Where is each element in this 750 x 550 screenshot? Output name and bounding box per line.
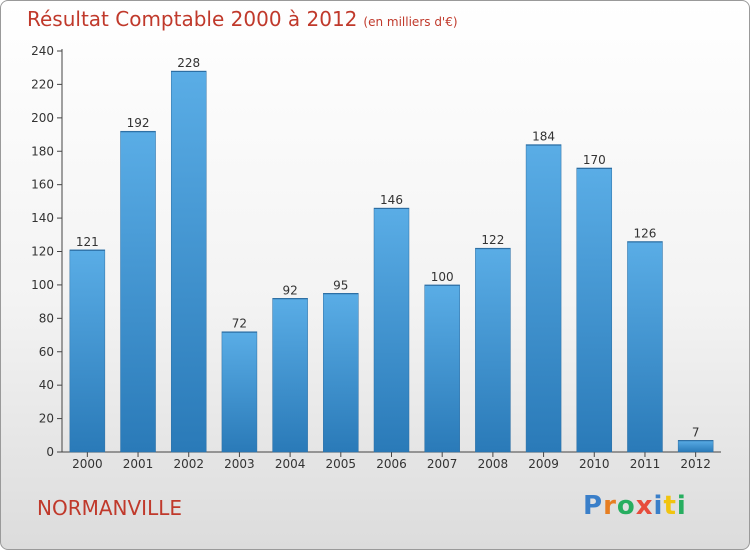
- city-name: NORMANVILLE: [37, 496, 182, 520]
- bar: [627, 241, 663, 453]
- bar: [272, 298, 308, 453]
- bar: [221, 331, 258, 453]
- logo-letter: i: [653, 491, 664, 521]
- logo-letter: i: [676, 491, 687, 521]
- bar: [120, 130, 156, 453]
- y-tick-label: 140: [31, 211, 54, 225]
- data-label: 126: [634, 226, 657, 240]
- x-tick-label: 2002: [173, 457, 204, 471]
- bar: [424, 284, 460, 453]
- x-tick-label: 2007: [427, 457, 458, 471]
- data-label: 92: [282, 283, 297, 297]
- x-tick-label: 2012: [680, 457, 711, 471]
- logo-letter: t: [663, 491, 677, 521]
- axes-group: 0 20 40 60 80 100 120 140 160 180 200 220 240: [31, 44, 721, 459]
- x-tick-label: 2004: [275, 457, 306, 471]
- bar: [576, 167, 613, 453]
- x-tick-label: 2003: [224, 457, 255, 471]
- data-label: 228: [177, 56, 200, 70]
- x-tick-label: 2005: [326, 457, 357, 471]
- y-tick-label: 100: [31, 278, 54, 292]
- bar: [373, 207, 410, 453]
- y-tick-label: 60: [39, 345, 54, 359]
- data-label: 7: [692, 425, 700, 439]
- y-tick-label: 220: [31, 77, 54, 91]
- data-label: 146: [380, 193, 403, 207]
- bar: [525, 144, 562, 453]
- data-label: 122: [481, 233, 504, 247]
- bar: [475, 247, 511, 453]
- bar: [677, 440, 714, 453]
- chart-subtitle: (en milliers d'€): [363, 15, 458, 29]
- y-tick-label: 0: [46, 445, 54, 459]
- y-tick-label: 160: [31, 178, 54, 192]
- y-tick-label: 80: [39, 311, 54, 325]
- logo-letter: r: [603, 491, 617, 521]
- x-tick-label: 2001: [123, 457, 154, 471]
- x-tick-label: 2008: [478, 457, 509, 471]
- y-tick-label: 40: [39, 378, 54, 392]
- bar: [323, 293, 359, 453]
- x-tick-label: 2009: [528, 457, 559, 471]
- logo-letter: P: [583, 491, 604, 521]
- bars-group: [69, 70, 714, 453]
- labels-group: 2000 121 2001 192 2002 228 2003 72 2004 92 2005 95 2…: [72, 56, 711, 471]
- logo-letter: o: [616, 491, 636, 521]
- x-tick-label: 2011: [630, 457, 661, 471]
- x-tick-label: 2010: [579, 457, 610, 471]
- data-label: 100: [431, 270, 454, 284]
- x-tick-label: 2000: [72, 457, 103, 471]
- data-label: 192: [127, 116, 150, 130]
- data-label: 95: [333, 278, 348, 292]
- bar: [170, 70, 207, 453]
- y-tick-label: 120: [31, 245, 54, 259]
- proxiti-logo: Proxiti: [583, 491, 687, 521]
- chart-title: Résultat Comptable 2000 à 2012 (en millie…: [27, 7, 458, 31]
- y-tick-label: 240: [31, 44, 54, 58]
- bar: [69, 249, 106, 453]
- x-tick-label: 2006: [376, 457, 407, 471]
- y-tick-label: 200: [31, 111, 54, 125]
- logo-letter: x: [635, 491, 654, 521]
- data-label: 170: [583, 153, 606, 167]
- data-label: 121: [76, 235, 99, 249]
- y-tick-label: 20: [39, 412, 54, 426]
- y-tick-label: 180: [31, 144, 54, 158]
- chart-title-text: Résultat Comptable 2000 à 2012: [27, 7, 358, 31]
- data-label: 72: [232, 317, 247, 331]
- data-label: 184: [532, 130, 555, 144]
